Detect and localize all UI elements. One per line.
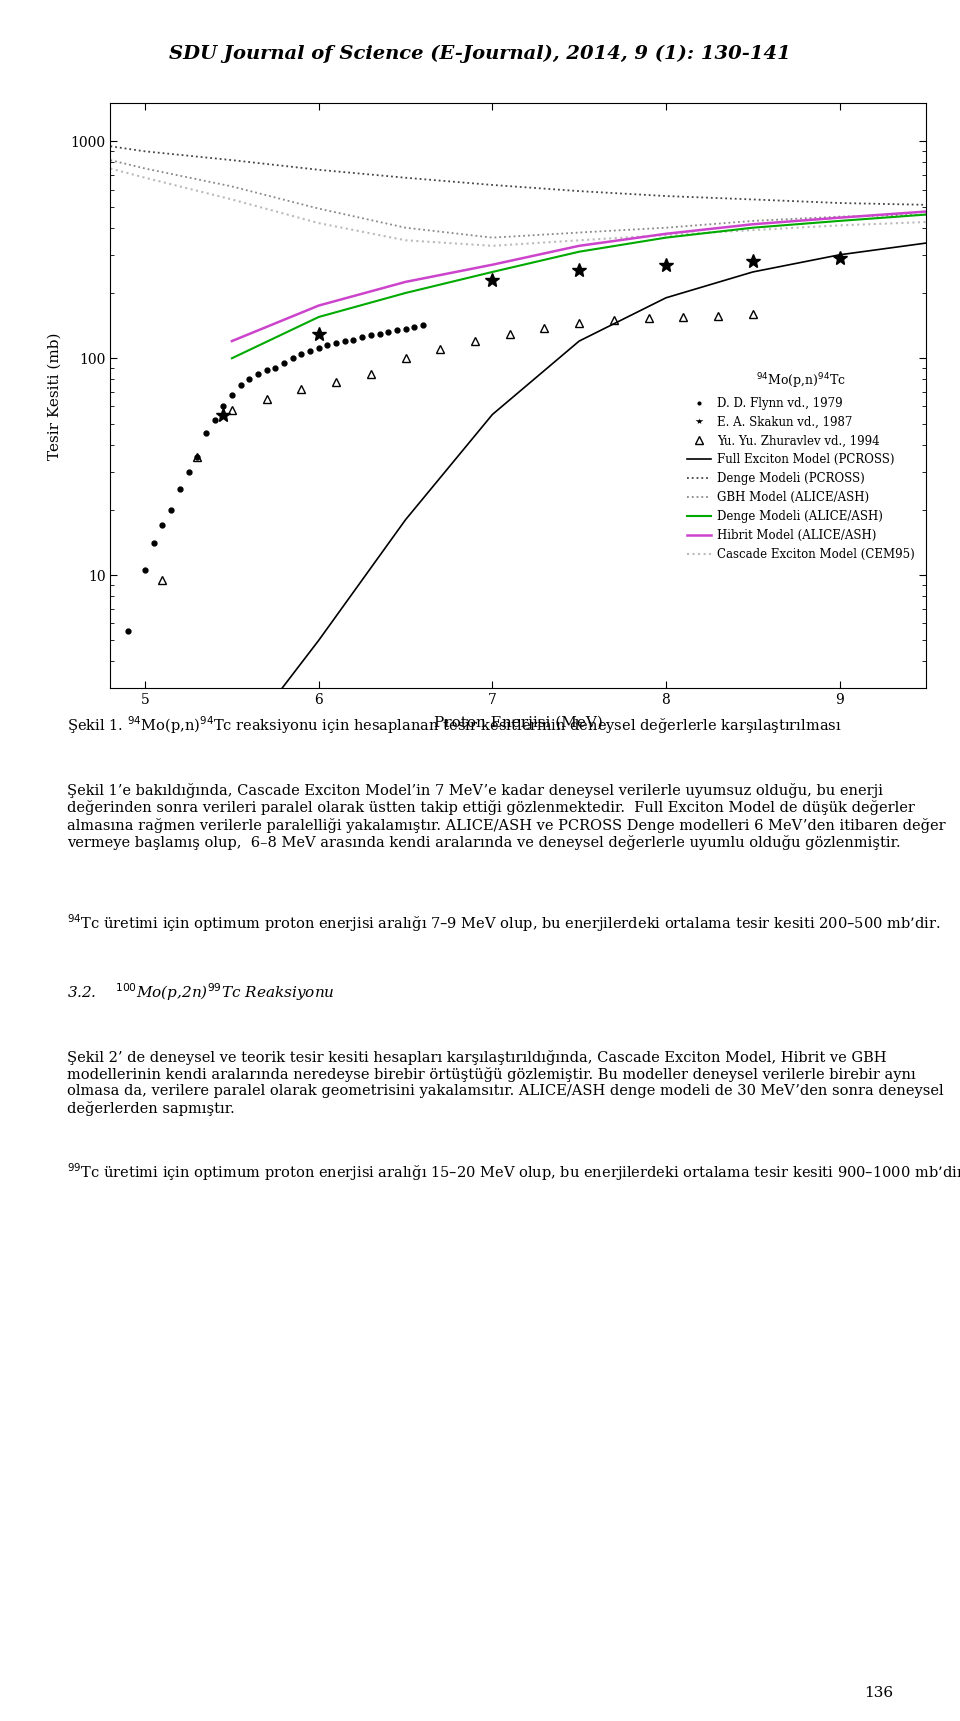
- Text: Şekil 1. $^{94}$Mo(p,n)$^{94}$Tc reaksiyonu için hesaplanan tesir kesitlerinin d: Şekil 1. $^{94}$Mo(p,n)$^{94}$Tc reaksiy…: [67, 714, 842, 737]
- Text: $^{99}$Tc üretimi için optimum proton enerjisi aralığı 15–20 MeV olup, bu enerji: $^{99}$Tc üretimi için optimum proton en…: [67, 1162, 960, 1184]
- Text: SDU Journal of Science (E-Journal), 2014, 9 (1): 130-141: SDU Journal of Science (E-Journal), 2014…: [169, 45, 791, 64]
- Text: 136: 136: [864, 1687, 893, 1700]
- Y-axis label: Tesir Kesiti (mb): Tesir Kesiti (mb): [48, 332, 62, 460]
- Text: Şekil 2’ de deneysel ve teorik tesir kesiti hesapları karşılaştırıldığında, Casc: Şekil 2’ de deneysel ve teorik tesir kes…: [67, 1050, 944, 1115]
- Text: $^{94}$Tc üretimi için optimum proton enerjisi aralığı 7–9 MeV olup, bu enerjile: $^{94}$Tc üretimi için optimum proton en…: [67, 912, 941, 935]
- Legend: D. D. Flynn vd., 1979, E. A. Skakun vd., 1987, Yu. Yu. Zhuravlev vd., 1994, Full: D. D. Flynn vd., 1979, E. A. Skakun vd.,…: [682, 365, 921, 566]
- Text: 3.2.    $^{100}$Mo(p,2n)$^{99}$Tc Reaksiyonu: 3.2. $^{100}$Mo(p,2n)$^{99}$Tc Reaksiyon…: [67, 981, 335, 1003]
- Text: Şekil 1’e bakıldığında, Cascade Exciton Model’in 7 MeV’e kadar deneysel verilerl: Şekil 1’e bakıldığında, Cascade Exciton …: [67, 783, 946, 850]
- X-axis label: Proton Enerjisi (MeV): Proton Enerjisi (MeV): [434, 716, 603, 730]
